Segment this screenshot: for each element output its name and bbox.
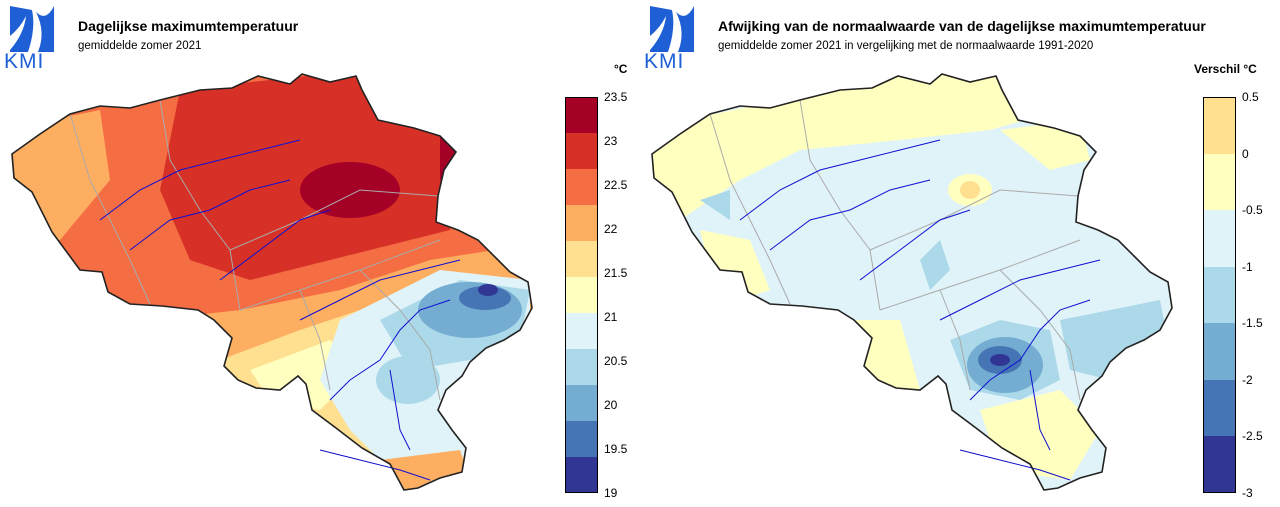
legend-swatch bbox=[565, 241, 598, 277]
legend-swatch bbox=[1203, 97, 1236, 154]
legend-tick-label: -0.5 bbox=[1242, 203, 1263, 218]
legend-tick-label: 23 bbox=[604, 134, 618, 148]
anomaly-fields bbox=[652, 74, 1172, 490]
legend-swatch bbox=[1203, 379, 1236, 437]
legend-swatch bbox=[565, 385, 598, 421]
legend-tick-label: 22.5 bbox=[604, 178, 628, 192]
belgium-anomaly-map bbox=[651, 73, 1173, 491]
legend-tick-label: 21 bbox=[604, 310, 618, 324]
legend-swatch bbox=[1203, 210, 1236, 268]
kmi-logo bbox=[10, 6, 54, 52]
kmi-logo-text: KMI bbox=[4, 50, 45, 73]
temperature-fields bbox=[12, 74, 532, 490]
legend-tick-label: 21.5 bbox=[604, 266, 628, 280]
legend-tick-label: 19 bbox=[604, 486, 618, 500]
legend-swatch bbox=[1203, 436, 1236, 494]
anomaly-map-panel: KMI Afwijking van de normaalwaarde van d… bbox=[640, 0, 1280, 507]
legend-unit: Verschil °C bbox=[1194, 62, 1257, 76]
legend-tick-label: -3 bbox=[1242, 486, 1253, 500]
anomaly-legend: 0.5 0 -0.5 -1 -1.5 -2 -2.5 -3 bbox=[1203, 91, 1263, 499]
legend-unit: °C bbox=[614, 62, 628, 76]
legend-swatch bbox=[565, 313, 598, 349]
legend-tick-label: -1.5 bbox=[1242, 316, 1263, 331]
rivers bbox=[739, 139, 1101, 481]
legend-tick-label: -2.5 bbox=[1242, 429, 1263, 444]
legend-swatch bbox=[565, 349, 598, 385]
kmi-logo-text: KMI bbox=[644, 50, 685, 73]
legend-swatch bbox=[565, 421, 598, 457]
map-subtitle: gemiddelde zomer 2021 bbox=[78, 40, 202, 52]
legend-tick-label: 22 bbox=[604, 222, 618, 236]
legend-swatch bbox=[1203, 266, 1236, 324]
legend-tick-label: 23.5 bbox=[604, 90, 628, 104]
map-subtitle: gemiddelde zomer 2021 in vergelijking me… bbox=[718, 40, 1094, 52]
legend-tick-label: 0.5 bbox=[1242, 90, 1259, 104]
legend-frame bbox=[565, 97, 598, 493]
legend-tick-label: 19.5 bbox=[604, 442, 628, 456]
legend-swatch bbox=[565, 133, 598, 169]
legend-swatch bbox=[1203, 153, 1236, 211]
map-title: Afwijking van de normaalwaarde van de da… bbox=[718, 18, 1206, 34]
legend-swatch bbox=[565, 97, 598, 133]
temperature-map-panel: KMI Dagelijkse maximumtemperatuur gemidd… bbox=[4, 6, 628, 499]
legend-swatch bbox=[565, 277, 598, 313]
belgium-temperature-map bbox=[11, 73, 533, 491]
legend-tick-label: 20 bbox=[604, 398, 618, 412]
legend-tick-label: -1 bbox=[1242, 259, 1253, 274]
legend-swatch bbox=[1203, 323, 1236, 381]
kmi-logo bbox=[650, 6, 694, 52]
rivers bbox=[99, 139, 461, 481]
legend-swatch bbox=[565, 169, 598, 205]
temperature-legend: 23.5 23 22.5 22 21.5 21 20.5 20 19.5 19 bbox=[565, 91, 627, 499]
legend-tick-label: 20.5 bbox=[604, 354, 628, 368]
legend-frame bbox=[1203, 97, 1236, 493]
legend-swatch bbox=[565, 205, 598, 241]
legend-swatch bbox=[565, 457, 598, 493]
legend-tick-label: 0 bbox=[1242, 146, 1249, 161]
map-title: Dagelijkse maximumtemperatuur bbox=[78, 18, 299, 34]
legend-tick-label: -2 bbox=[1242, 372, 1253, 387]
